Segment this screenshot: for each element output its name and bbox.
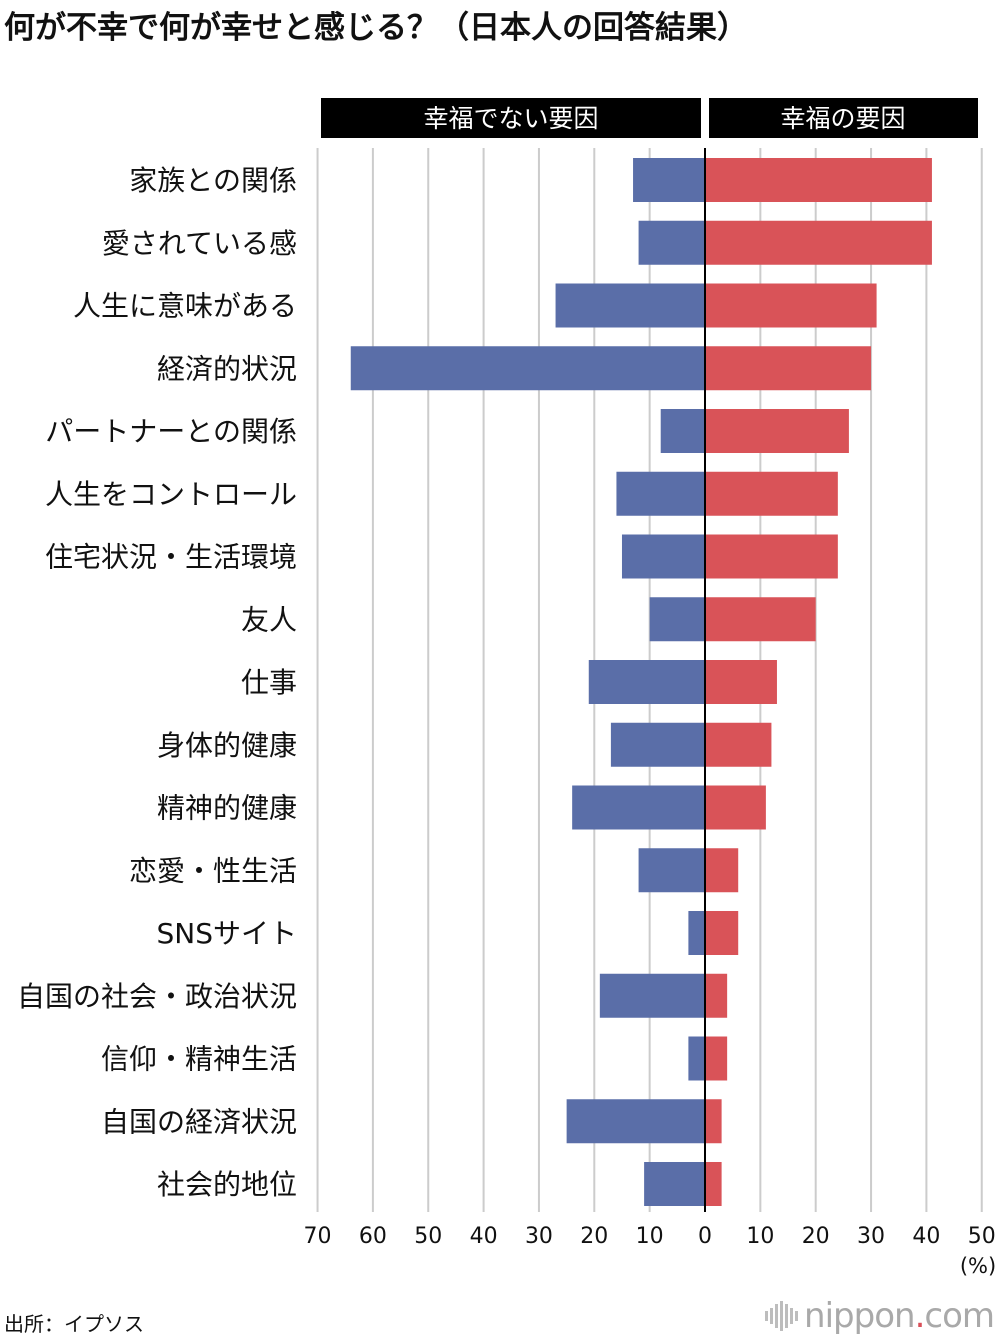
bar-unhappy [350,346,705,391]
bar-unhappy [688,911,705,955]
category-label: パートナーとの関係 [45,415,297,448]
bar-unhappy [610,722,705,767]
bar-happy [705,409,849,453]
bar-happy [705,785,766,830]
x-tick-label: 20 [802,1224,830,1249]
x-tick-label: 60 [359,1224,387,1249]
x-tick-label: 10 [746,1224,774,1249]
bar-happy [705,1099,722,1144]
x-tick-labels: 70 60 50 40 30 20 10 0 10 20 30 40 50 [304,1224,996,1249]
category-label: 信仰・精神生活 [101,1043,297,1076]
bar-unhappy [633,158,705,202]
category-label: 友人 [241,603,297,636]
bar-unhappy [621,534,705,579]
category-label: 恋愛・性生活 [129,854,297,887]
category-labels: 家族との関係愛されている感人生に意味がある経済的状況パートナーとの関係人生をコン… [17,164,297,1201]
section-headers: 幸福でない要因 幸福の要因 [321,98,978,138]
bar-unhappy [555,283,705,328]
bar-happy [705,534,838,579]
bar-happy [705,973,728,1018]
bar-unhappy [599,973,705,1018]
bar-unhappy [616,471,705,516]
unhappy-header-label: 幸福でない要因 [423,104,598,133]
x-tick-label: 70 [304,1224,332,1249]
bar-happy [705,1162,722,1206]
bar-happy [705,220,932,265]
category-label: 身体的健康 [157,729,297,762]
bar-happy [705,597,816,642]
bar-unhappy [649,597,705,642]
logo-wordmark: nippon.com [804,1296,995,1336]
bar-happy [705,1036,728,1081]
x-tick-label: 40 [470,1224,498,1249]
bars [350,158,932,1206]
category-label: 家族との関係 [129,164,297,197]
category-label: 社会的地位 [157,1168,297,1201]
unhappy-header-bg [321,98,701,138]
bar-unhappy [572,785,705,830]
x-tick-label: 0 [698,1224,712,1249]
bar-unhappy [688,1036,705,1081]
bar-happy [705,722,772,767]
happy-header-bg [709,98,978,138]
x-tick-label: 30 [525,1224,553,1249]
bar-happy [705,471,838,516]
bar-happy [705,158,932,202]
x-tick-label: 50 [414,1224,442,1249]
logo-bars-icon [765,1301,799,1331]
x-tick-label: 20 [580,1224,608,1249]
source-note: 出所：イプソス [4,1312,144,1336]
bar-unhappy [638,848,705,893]
category-label: 愛されている感 [102,227,297,260]
category-label: 自国の社会・政治状況 [17,980,297,1013]
category-label: 人生に意味がある [73,290,297,323]
bar-happy [705,911,739,955]
category-label: 人生をコントロール [45,478,297,511]
x-tick-label: 10 [636,1224,664,1249]
category-label: SNSサイト [157,917,298,950]
bar-happy [705,283,877,328]
bar-happy [705,660,777,704]
bar-happy [705,346,872,391]
unit-label: (%) [960,1254,996,1278]
chart-title: 何が不幸で何が幸せと感じる？（日本人の回答結果） [4,10,748,46]
category-label: 精神的健康 [157,792,297,825]
bar-happy [705,848,739,893]
x-tick-label: 50 [968,1224,996,1249]
bar-unhappy [638,220,705,265]
bar-unhappy [644,1162,705,1206]
nippon-logo: nippon.com [765,1296,995,1336]
category-label: 自国の経済状況 [101,1105,297,1138]
bar-unhappy [588,660,705,704]
happy-header-label: 幸福の要因 [780,104,905,133]
x-tick-label: 40 [912,1224,940,1249]
bar-unhappy [660,409,705,453]
bar-unhappy [566,1099,705,1144]
category-label: 経済的状況 [157,352,297,385]
category-label: 仕事 [241,666,297,699]
x-tick-label: 30 [857,1224,885,1249]
category-label: 住宅状況・生活環境 [45,541,297,574]
